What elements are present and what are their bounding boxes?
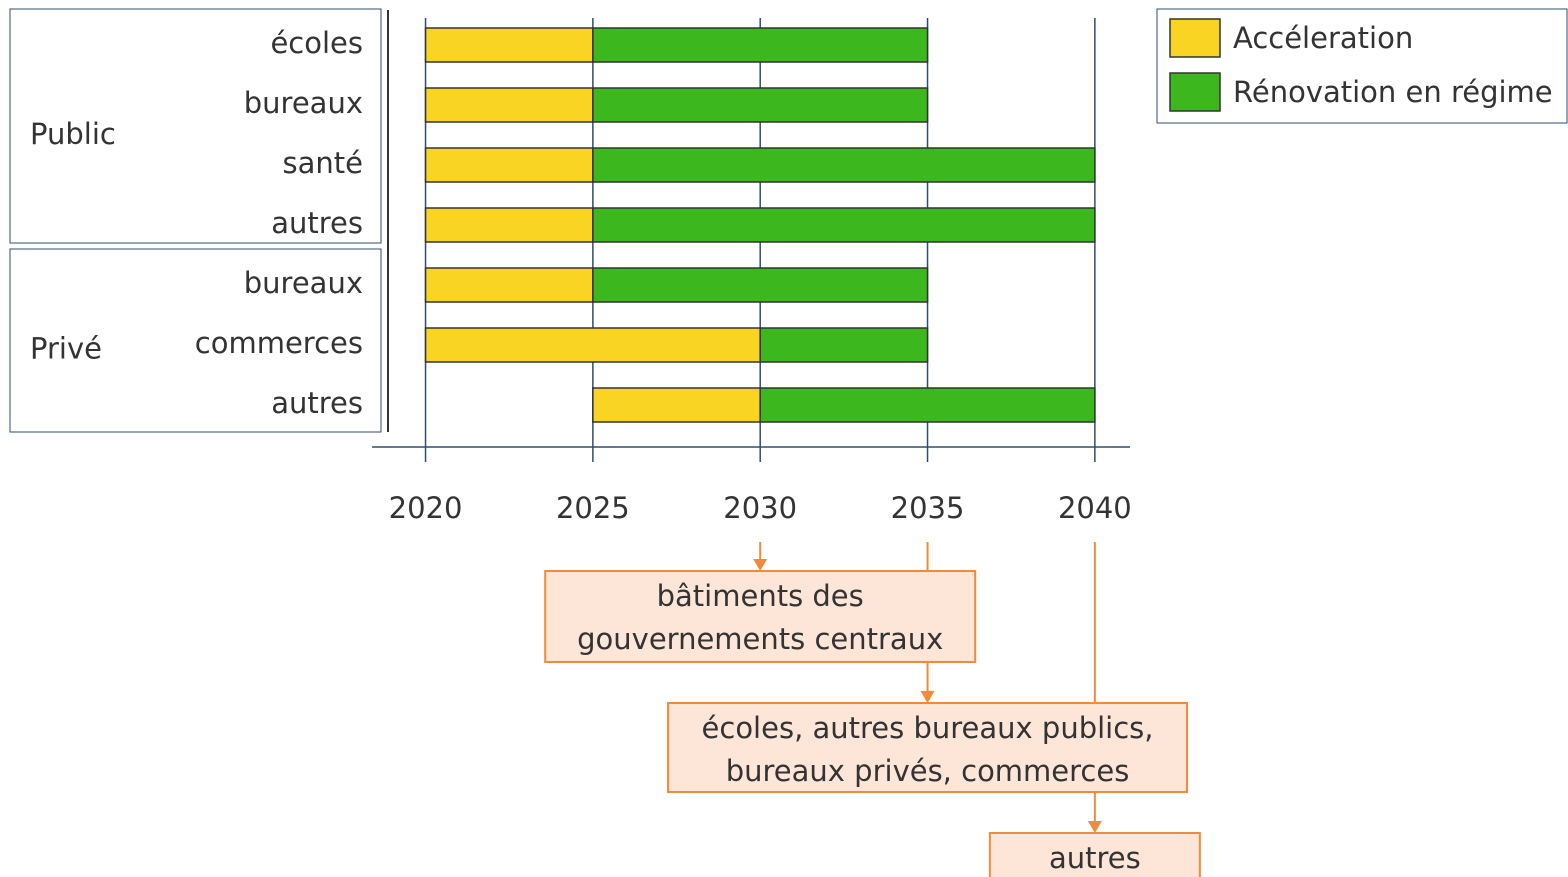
callout-arrow — [920, 691, 935, 703]
category-label: bureaux — [244, 266, 363, 300]
x-tick-label: 2020 — [389, 491, 463, 525]
callout-text: bureaux privés, commerces — [726, 754, 1130, 788]
group-label: Public — [30, 117, 116, 151]
x-tick-label: 2030 — [723, 491, 797, 525]
bar-segment — [424, 267, 594, 303]
legend-box — [1156, 8, 1568, 124]
legend-label: Accéleration — [1233, 21, 1413, 55]
callout-box — [988, 832, 1201, 877]
bar-segment — [424, 327, 761, 363]
bar-segment — [592, 207, 1096, 243]
bar-segment — [592, 27, 929, 63]
x-tick-label: 2025 — [556, 491, 630, 525]
category-label: santé — [283, 146, 363, 180]
category-label: autres — [271, 206, 363, 240]
x-tick-label: 2035 — [891, 491, 965, 525]
callout-box — [667, 702, 1189, 793]
bar-segment — [592, 267, 929, 303]
legend-label: Rénovation en régime — [1233, 75, 1553, 109]
bar-segment — [759, 327, 929, 363]
legend-swatch — [1169, 18, 1221, 58]
callout-box — [544, 570, 977, 663]
category-label: commerces — [195, 326, 363, 360]
group-box — [9, 8, 382, 244]
category-label: écoles — [270, 26, 363, 60]
group-label: Privé — [30, 332, 102, 366]
bar-segment — [759, 387, 1096, 423]
bar-segment — [424, 207, 594, 243]
bar-segment — [592, 147, 1096, 183]
bar-segment — [592, 87, 929, 123]
callout-arrow — [1087, 821, 1102, 833]
bar-segment — [592, 387, 761, 423]
category-label: autres — [271, 386, 363, 420]
legend-swatch — [1169, 72, 1221, 112]
x-tick-label: 2040 — [1058, 491, 1132, 525]
callout-text: bâtiments des — [657, 579, 864, 613]
bar-segment — [424, 87, 594, 123]
callout-arrow — [753, 559, 768, 571]
bar-segment — [424, 27, 594, 63]
bar-segment — [424, 147, 594, 183]
callout-text: écoles, autres bureaux publics, — [702, 711, 1154, 745]
callout-text: gouvernements centraux — [577, 622, 943, 656]
callout-text: autres — [1049, 841, 1141, 875]
group-box — [9, 248, 382, 433]
category-label: bureaux — [244, 86, 363, 120]
